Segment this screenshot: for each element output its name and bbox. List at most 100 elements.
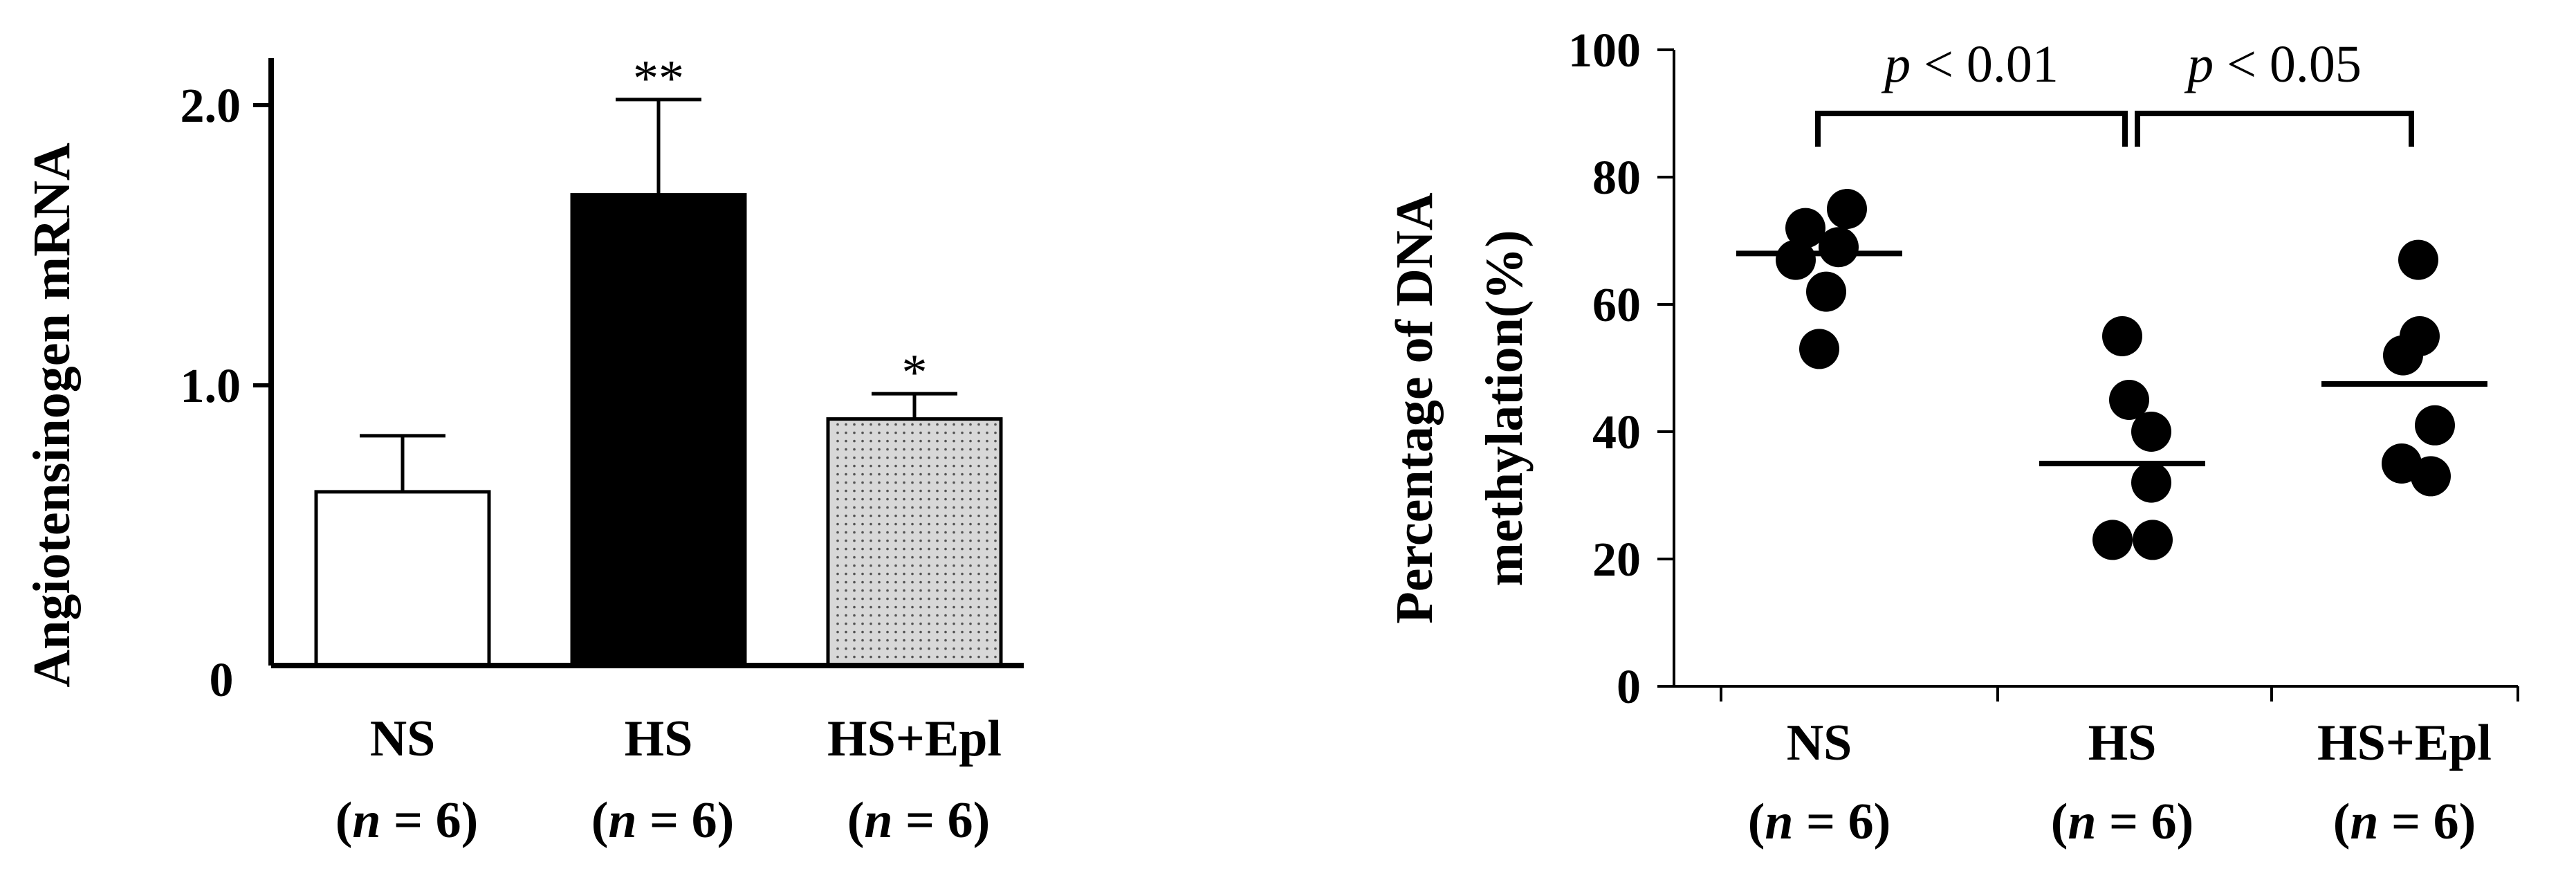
bar-stipple-dot <box>977 514 980 517</box>
bar-stipple-dot <box>845 497 847 501</box>
bar-stipple-dot <box>994 522 997 526</box>
bar-stipple-dot <box>903 622 905 625</box>
bar-stipple-dot <box>878 556 881 559</box>
bar-stipple-dot <box>994 639 997 642</box>
bar-stipple-dot <box>878 547 881 551</box>
bar-chart: 01.02.0 *** NS(n = 6)HS(n = 6)HS+Epl(n =… <box>23 51 1024 849</box>
bar-stipple-dot <box>919 473 922 476</box>
bar-stipple-dot <box>969 556 972 559</box>
bar-stipple-dot <box>845 522 847 526</box>
bar-stipple-dot <box>936 423 939 426</box>
data-point <box>2415 405 2455 446</box>
bar-stipple-dot <box>861 531 864 534</box>
bar-stipple-dot <box>944 589 947 592</box>
bar-stipple-dot <box>886 473 889 476</box>
bar-stipple-dot <box>836 423 839 426</box>
bar-stipple-dot <box>969 589 972 592</box>
bar-stipple-dot <box>894 655 897 659</box>
bar-stipple-dot <box>969 448 972 451</box>
bar-stipple-dot <box>911 639 914 642</box>
bar-stipple-dot <box>870 580 872 584</box>
bar-stipple-dot <box>886 481 889 484</box>
bar-stipple-dot <box>961 531 964 534</box>
y-tick-label: 0 <box>210 654 234 707</box>
bar-stipple-dot <box>845 439 847 443</box>
data-point <box>2411 456 2451 497</box>
bar-stipple-dot <box>903 614 905 617</box>
bar-stipple-dot <box>911 439 914 443</box>
bar-stipple-dot <box>953 439 955 443</box>
bar-stipple-dot <box>878 630 881 634</box>
bar-stipple-dot <box>936 630 939 634</box>
bar-stipple-dot <box>928 605 930 609</box>
bar-stipple-dot <box>953 506 955 509</box>
bar-stipple-dot <box>944 597 947 601</box>
bar-stipple-dot <box>870 431 872 434</box>
bar-stipple-dot <box>878 539 881 542</box>
bar-stipple-dot <box>894 630 897 634</box>
bar-stipple-dot <box>911 448 914 451</box>
bar-stipple-dot <box>853 539 856 542</box>
bar-stipple-dot <box>886 547 889 551</box>
bar-stipple-dot <box>994 497 997 501</box>
bar-stipple-dot <box>961 589 964 592</box>
bar-stipple-dot <box>944 497 947 501</box>
bar-stipple-dot <box>886 423 889 426</box>
bar-stipple-dot <box>878 473 881 476</box>
bar-stipple-dot <box>977 439 980 443</box>
y-tick-label: 2.0 <box>181 80 241 133</box>
bar-stipple-dot <box>936 439 939 443</box>
bar-stipple-dot <box>870 572 872 576</box>
bar-stipple-dot <box>903 589 905 592</box>
bar-stipple-dot <box>961 439 964 443</box>
bar-stipple-dot <box>919 580 922 584</box>
bar-stipple-dot <box>994 464 997 468</box>
bar-stipple-dot <box>961 572 964 576</box>
bar-stipple-dot <box>903 547 905 551</box>
bar-stipple-dot <box>845 481 847 484</box>
bar-stipple-dot <box>919 655 922 659</box>
bar-stipple-dot <box>861 580 864 584</box>
bar-stipple-dot <box>986 580 988 584</box>
bar-stipple-dot <box>936 497 939 501</box>
x-category-label: HS <box>625 711 693 767</box>
bar-stipple-dot <box>845 572 847 576</box>
bar-stipple-dot <box>911 522 914 526</box>
bar-stipple-dot <box>845 655 847 659</box>
bar-stipple-dot <box>836 531 839 534</box>
bar-stipple-dot <box>894 605 897 609</box>
bar-stipple-dot <box>961 580 964 584</box>
bar-stipple-dot <box>853 614 856 617</box>
bar-stipple-dot <box>861 556 864 559</box>
bar-stipple-dot <box>853 547 856 551</box>
bar-stipple-dot <box>936 489 939 493</box>
bar-stipple-dot <box>878 647 881 650</box>
bar-stipple-dot <box>836 448 839 451</box>
bar-stipple-dot <box>977 464 980 468</box>
bar-stipple-dot <box>903 514 905 517</box>
bar-stipple-dot <box>994 439 997 443</box>
bar-stipple-dot <box>977 580 980 584</box>
bar-stipple-dot <box>936 572 939 576</box>
bar-stipple-dot <box>903 448 905 451</box>
bar-stipple-dot <box>870 522 872 526</box>
bar-stipple-dot <box>928 639 930 642</box>
bar-stipple-dot <box>878 431 881 434</box>
bar-stipple-dot <box>845 622 847 625</box>
bar-stipple-dot <box>936 456 939 459</box>
bar-stipple-dot <box>919 489 922 493</box>
bar-stipple-dot <box>944 605 947 609</box>
bar-stipple-dot <box>861 423 864 426</box>
bar-stipple-dot <box>836 522 839 526</box>
bar-stipple-dot <box>994 547 997 551</box>
bar-stipple-dot <box>936 514 939 517</box>
data-point <box>2383 335 2423 376</box>
bar-stipple-dot <box>861 539 864 542</box>
bar-stipple-dot <box>861 547 864 551</box>
bar-stipple-dot <box>936 564 939 567</box>
bar-stipple-dot <box>886 639 889 642</box>
bar-stipple-dot <box>986 597 988 601</box>
comparison-p-value: p < 0.05 <box>2184 35 2362 93</box>
bar-stipple-dot <box>969 622 972 625</box>
x-category-label: NS <box>1787 715 1852 771</box>
